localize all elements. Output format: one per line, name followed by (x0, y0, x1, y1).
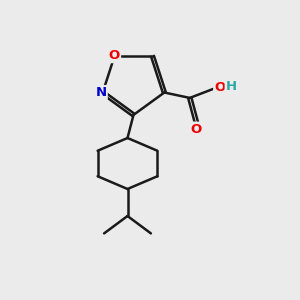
Text: O: O (191, 123, 202, 136)
Text: H: H (226, 80, 237, 93)
Text: O: O (214, 81, 225, 94)
Text: O: O (109, 49, 120, 62)
Text: N: N (96, 86, 107, 99)
